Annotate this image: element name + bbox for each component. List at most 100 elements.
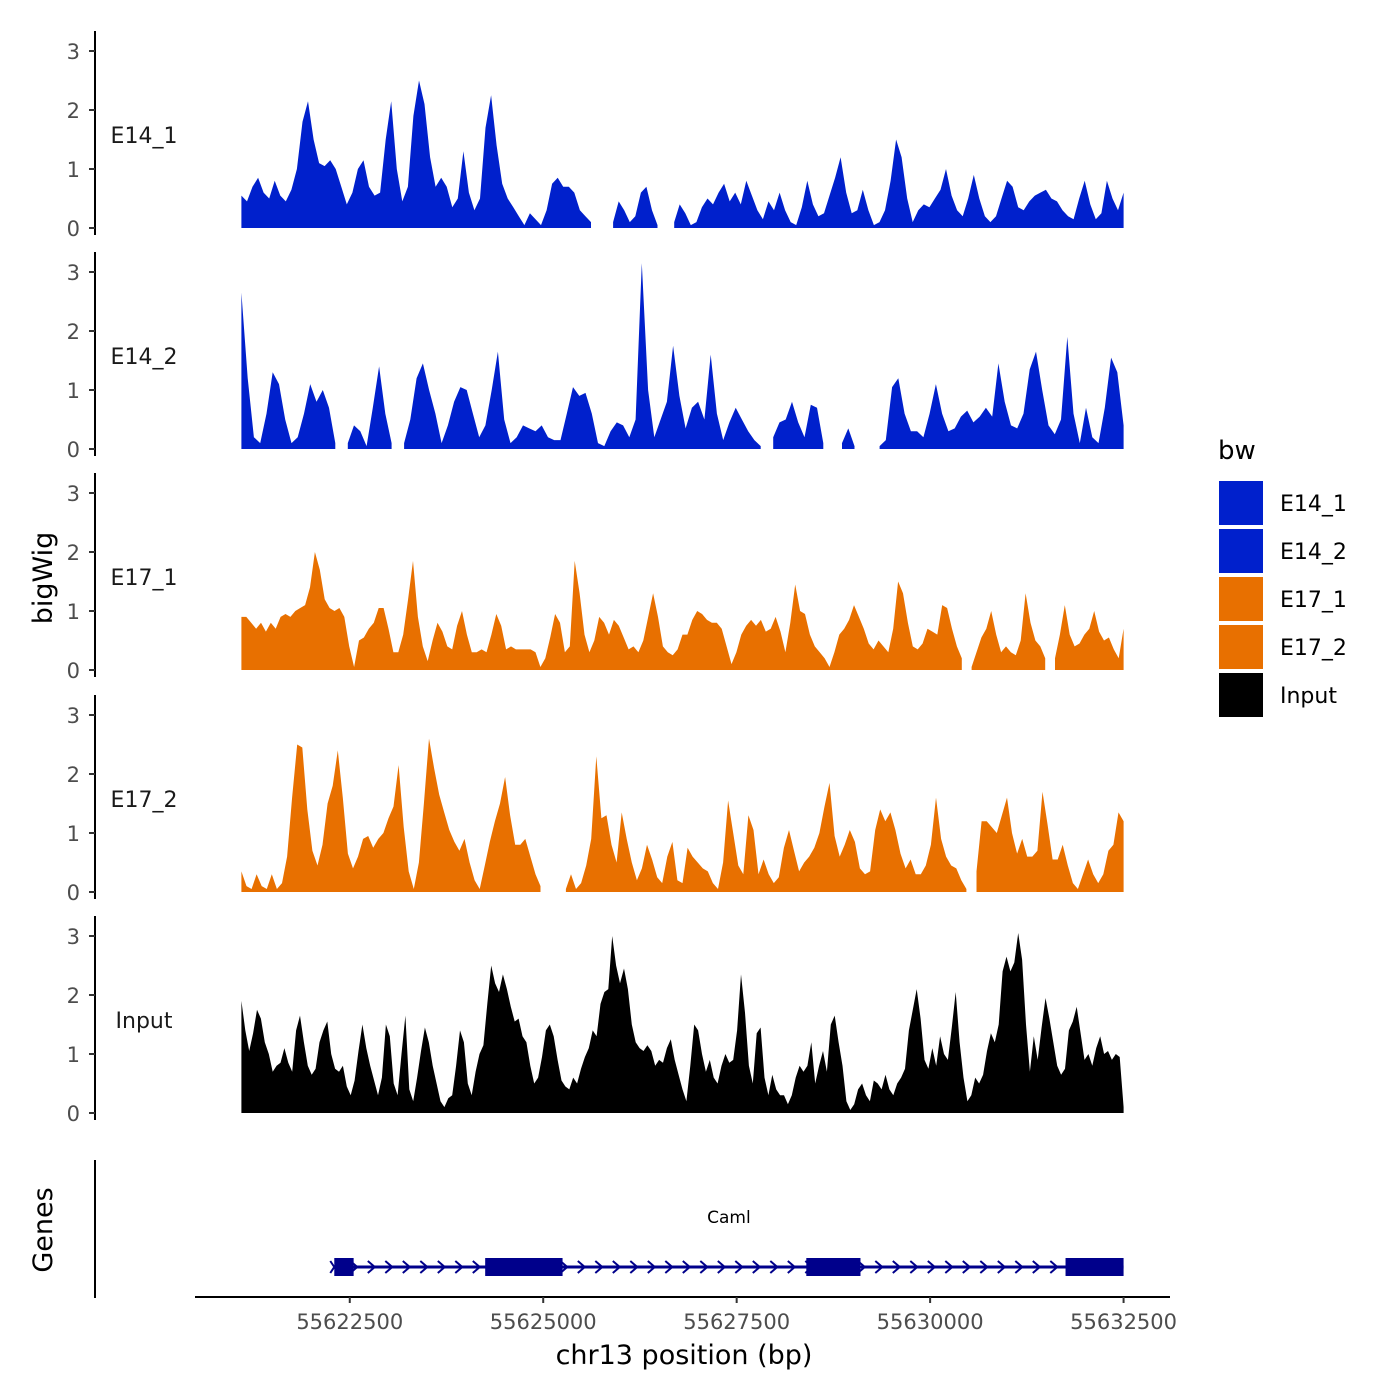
track-label: E14_2 bbox=[111, 345, 178, 370]
coverage-area bbox=[842, 428, 855, 449]
y-tick-label: 1 bbox=[67, 822, 80, 846]
track-e17-2: 0 1 2 3 E17_2 bbox=[67, 695, 1124, 905]
strand-arrow-icon bbox=[979, 1260, 989, 1274]
legend-title: bw bbox=[1218, 436, 1256, 466]
legend-swatch bbox=[1219, 625, 1263, 669]
track-label: E14_1 bbox=[111, 124, 178, 149]
strand-arrow-icon bbox=[944, 1260, 954, 1274]
strand-arrow-icon bbox=[717, 1260, 727, 1274]
strand-arrow-icon bbox=[454, 1260, 464, 1274]
strand-arrow-icon bbox=[1032, 1260, 1042, 1274]
strand-arrow-icon bbox=[1014, 1260, 1024, 1274]
y-tick-label: 3 bbox=[67, 40, 80, 64]
track-input: 0 1 2 3 Input bbox=[67, 916, 1124, 1126]
strand-arrow-icon bbox=[594, 1260, 604, 1274]
legend-item: Input bbox=[1219, 673, 1337, 717]
coverage-area bbox=[347, 366, 392, 449]
x-tick-label: 55622500 bbox=[296, 1310, 403, 1334]
strand-arrow-icon bbox=[682, 1260, 692, 1274]
legend-label: Input bbox=[1280, 684, 1337, 709]
y-tick-label: 3 bbox=[67, 704, 80, 728]
track-e14-1: 0 1 2 3 E14_1 bbox=[67, 31, 1124, 241]
coverage-area bbox=[241, 292, 336, 449]
strand-arrow-icon bbox=[962, 1260, 972, 1274]
y-tick-label: 0 bbox=[67, 1102, 80, 1126]
strand-arrow-icon bbox=[787, 1260, 797, 1274]
legend-label: E14_1 bbox=[1280, 492, 1347, 517]
legend-label: E17_1 bbox=[1280, 588, 1347, 613]
coverage-area bbox=[613, 186, 658, 228]
strand-arrow-icon bbox=[367, 1260, 377, 1274]
gene-exon bbox=[334, 1258, 354, 1276]
x-tick-label: 55632500 bbox=[1070, 1310, 1177, 1334]
strand-arrow-icon bbox=[892, 1260, 902, 1274]
legend-label: E14_2 bbox=[1280, 540, 1347, 565]
gene-panel: Caml bbox=[94, 1160, 1124, 1298]
strand-arrow-icon bbox=[734, 1260, 744, 1274]
x-tick-label: 55627500 bbox=[683, 1310, 790, 1334]
y-tick-label: 2 bbox=[67, 763, 80, 787]
legend-swatch bbox=[1219, 577, 1263, 621]
y-tick-label: 1 bbox=[67, 379, 80, 403]
strand-arrow-icon bbox=[472, 1260, 482, 1274]
strand-arrow-icon bbox=[437, 1260, 447, 1274]
legend-label: E17_2 bbox=[1280, 636, 1347, 661]
y-tick-label: 0 bbox=[67, 659, 80, 683]
strand-arrow-icon bbox=[1049, 1260, 1059, 1274]
y-tick-label: 2 bbox=[67, 99, 80, 123]
y-tick-label: 0 bbox=[67, 217, 80, 241]
coverage-area bbox=[241, 80, 591, 228]
y-tick-label: 1 bbox=[67, 1043, 80, 1067]
coverage-area bbox=[565, 756, 967, 892]
strand-arrow-icon bbox=[384, 1260, 394, 1274]
coverage-area bbox=[971, 593, 1046, 670]
x-tick-label: 55630000 bbox=[877, 1310, 984, 1334]
y-axis-title: bigWig bbox=[28, 532, 59, 625]
y-tick-label: 0 bbox=[67, 438, 80, 462]
coverage-area bbox=[879, 336, 1124, 449]
track-e17-1: 0 1 2 3 E17_1 bbox=[67, 473, 1124, 683]
y-tick-label: 1 bbox=[67, 158, 80, 182]
gene-exon bbox=[485, 1258, 563, 1276]
strand-arrow-icon bbox=[577, 1260, 587, 1274]
legend-swatch bbox=[1219, 481, 1263, 525]
strand-arrow-icon bbox=[612, 1260, 622, 1274]
coverage-area bbox=[674, 139, 1124, 228]
coverage-area bbox=[241, 738, 541, 892]
legend-swatch bbox=[1219, 529, 1263, 573]
gene-name-label: Caml bbox=[707, 1208, 751, 1228]
coverage-area bbox=[976, 791, 1124, 892]
strand-arrow-icon bbox=[664, 1260, 674, 1274]
y-tick-label: 2 bbox=[67, 541, 80, 565]
legend-item: E17_1 bbox=[1219, 577, 1347, 621]
y-tick-label: 3 bbox=[67, 261, 80, 285]
x-tick-label: 55625000 bbox=[490, 1310, 597, 1334]
strand-arrow-icon bbox=[874, 1260, 884, 1274]
strand-arrow-icon bbox=[419, 1260, 429, 1274]
strand-arrow-icon bbox=[752, 1260, 762, 1274]
y-tick-label: 3 bbox=[67, 925, 80, 949]
coverage-area bbox=[404, 263, 761, 449]
track-label: Input bbox=[116, 1009, 173, 1034]
track-label: E17_2 bbox=[111, 788, 178, 813]
strand-arrow-icon bbox=[769, 1260, 779, 1274]
strand-arrow-icon bbox=[647, 1260, 657, 1274]
y-tick-label: 3 bbox=[67, 482, 80, 506]
legend-item: E17_2 bbox=[1219, 625, 1347, 669]
strand-arrow-icon bbox=[699, 1260, 709, 1274]
legend-item: E14_1 bbox=[1219, 481, 1347, 525]
strand-arrow-icon bbox=[629, 1260, 639, 1274]
gene-exon bbox=[1065, 1258, 1124, 1276]
strand-arrow-icon bbox=[402, 1260, 412, 1274]
track-e14-2: 0 1 2 3 E14_2 bbox=[67, 252, 1124, 462]
strand-arrow-icon bbox=[997, 1260, 1007, 1274]
y-tick-label: 0 bbox=[67, 881, 80, 905]
legend-item: E14_2 bbox=[1219, 529, 1347, 573]
strand-arrow-icon bbox=[559, 1260, 569, 1274]
y-tick-label: 2 bbox=[67, 984, 80, 1008]
y-tick-label: 1 bbox=[67, 600, 80, 624]
y-tick-label: 2 bbox=[67, 320, 80, 344]
coverage-area bbox=[241, 552, 962, 670]
genes-axis-title: Genes bbox=[28, 1187, 59, 1272]
